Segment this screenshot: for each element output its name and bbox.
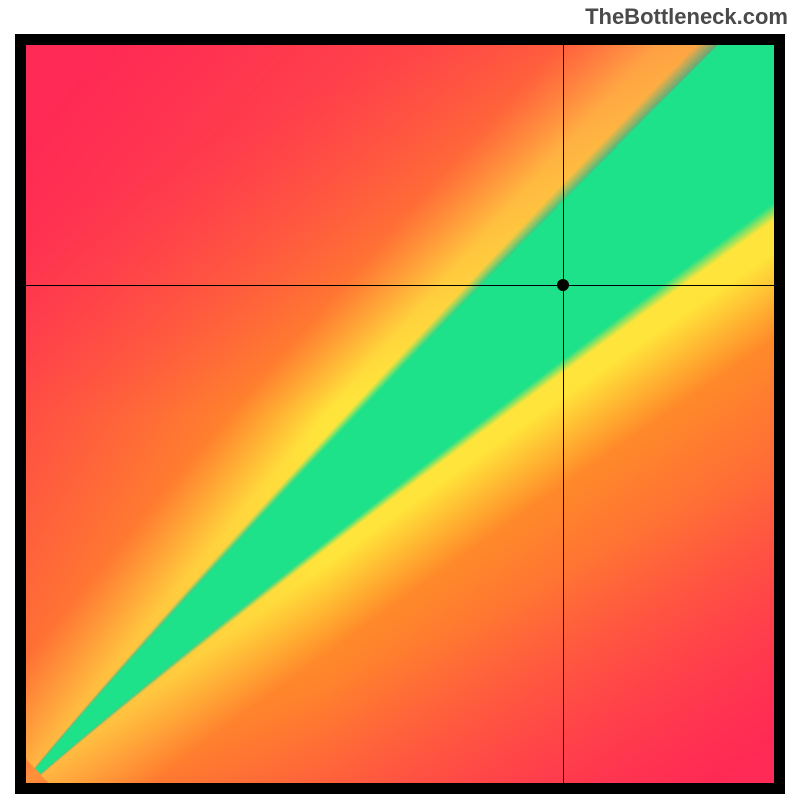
bottleneck-heatmap [26, 45, 774, 783]
plot-area [26, 45, 774, 783]
chart-frame [15, 34, 785, 794]
attribution-text: TheBottleneck.com [585, 4, 788, 30]
